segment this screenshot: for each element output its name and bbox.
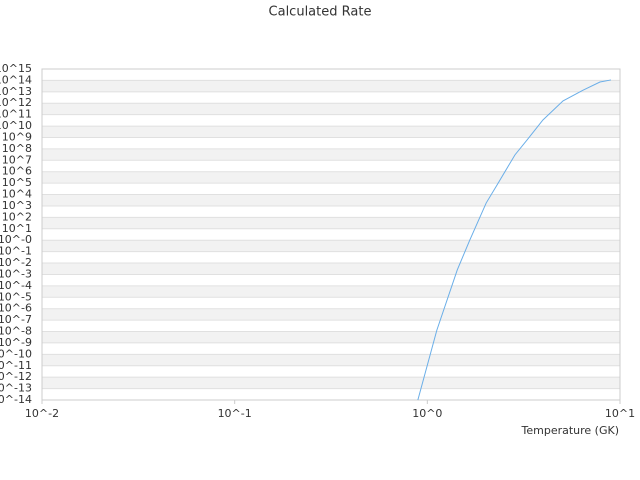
y-tick-label: 10^4 xyxy=(2,188,32,201)
grid-band xyxy=(42,285,620,298)
grid-band xyxy=(42,80,620,92)
x-tick-label: 10^0 xyxy=(412,407,442,420)
y-tick-label: 10^9 xyxy=(2,130,32,143)
grid-band xyxy=(42,377,620,389)
y-tick-label: 10^11 xyxy=(0,108,32,121)
plot-frame xyxy=(41,68,621,401)
x-axis-label: Temperature (GK) xyxy=(521,424,620,437)
y-tick-label: 10^13 xyxy=(0,85,32,98)
grid-band xyxy=(42,171,620,184)
grid-band xyxy=(42,217,620,229)
y-tick-label: 10^-12 xyxy=(0,370,32,383)
y-tick-label: 10^1 xyxy=(2,222,32,235)
chart-title: Calculated Rate xyxy=(269,5,372,20)
grid-band xyxy=(42,354,620,366)
x-tick-label: 10^-1 xyxy=(218,407,252,420)
grid-band xyxy=(42,308,620,321)
y-tick-label: 10^6 xyxy=(2,165,32,178)
grid-band xyxy=(42,240,620,252)
y-tick-label: 10^3 xyxy=(2,199,32,212)
y-tick-label: 10^2 xyxy=(2,210,32,223)
y-tick-label: 10^14 xyxy=(0,73,32,86)
grid-band xyxy=(42,126,620,138)
y-tick-label: 10^8 xyxy=(2,142,32,155)
y-tick-label: 10^-6 xyxy=(0,302,32,315)
y-tick-label: 10^-4 xyxy=(0,279,32,292)
y-tick-label: 10^7 xyxy=(2,153,32,166)
y-tick-label: 10^-1 xyxy=(0,245,32,258)
y-tick-label: 10^-0 xyxy=(0,233,32,246)
x-tick-label: 10^1 xyxy=(605,407,635,420)
y-tick-label: 10^5 xyxy=(2,176,32,189)
y-tick-label: 10^-8 xyxy=(0,325,32,338)
grid-band xyxy=(42,194,620,206)
grid-band xyxy=(42,331,620,343)
y-tick-label: 10^-13 xyxy=(0,382,32,395)
y-tick-label: 10^10 xyxy=(0,119,32,132)
y-tick-label: 10^-10 xyxy=(0,347,32,360)
y-tick-label: 10^-14 xyxy=(0,393,32,406)
y-tick-label: 10^-7 xyxy=(0,313,32,326)
x-tick-label: 10^-2 xyxy=(25,407,59,420)
y-tick-label: 10^-2 xyxy=(0,256,32,269)
y-tick-label: 10^-3 xyxy=(0,267,32,280)
grid-band xyxy=(42,148,620,161)
grid-band xyxy=(42,103,620,115)
y-tick-label: 10^-5 xyxy=(0,290,32,303)
y-tick-label: 10^12 xyxy=(0,96,32,109)
y-tick-label: 10^15 xyxy=(0,62,32,75)
y-tick-label: 10^-9 xyxy=(0,336,32,349)
y-tick-label: 10^-11 xyxy=(0,359,32,372)
data-line xyxy=(417,79,612,401)
grid-band xyxy=(42,263,620,275)
